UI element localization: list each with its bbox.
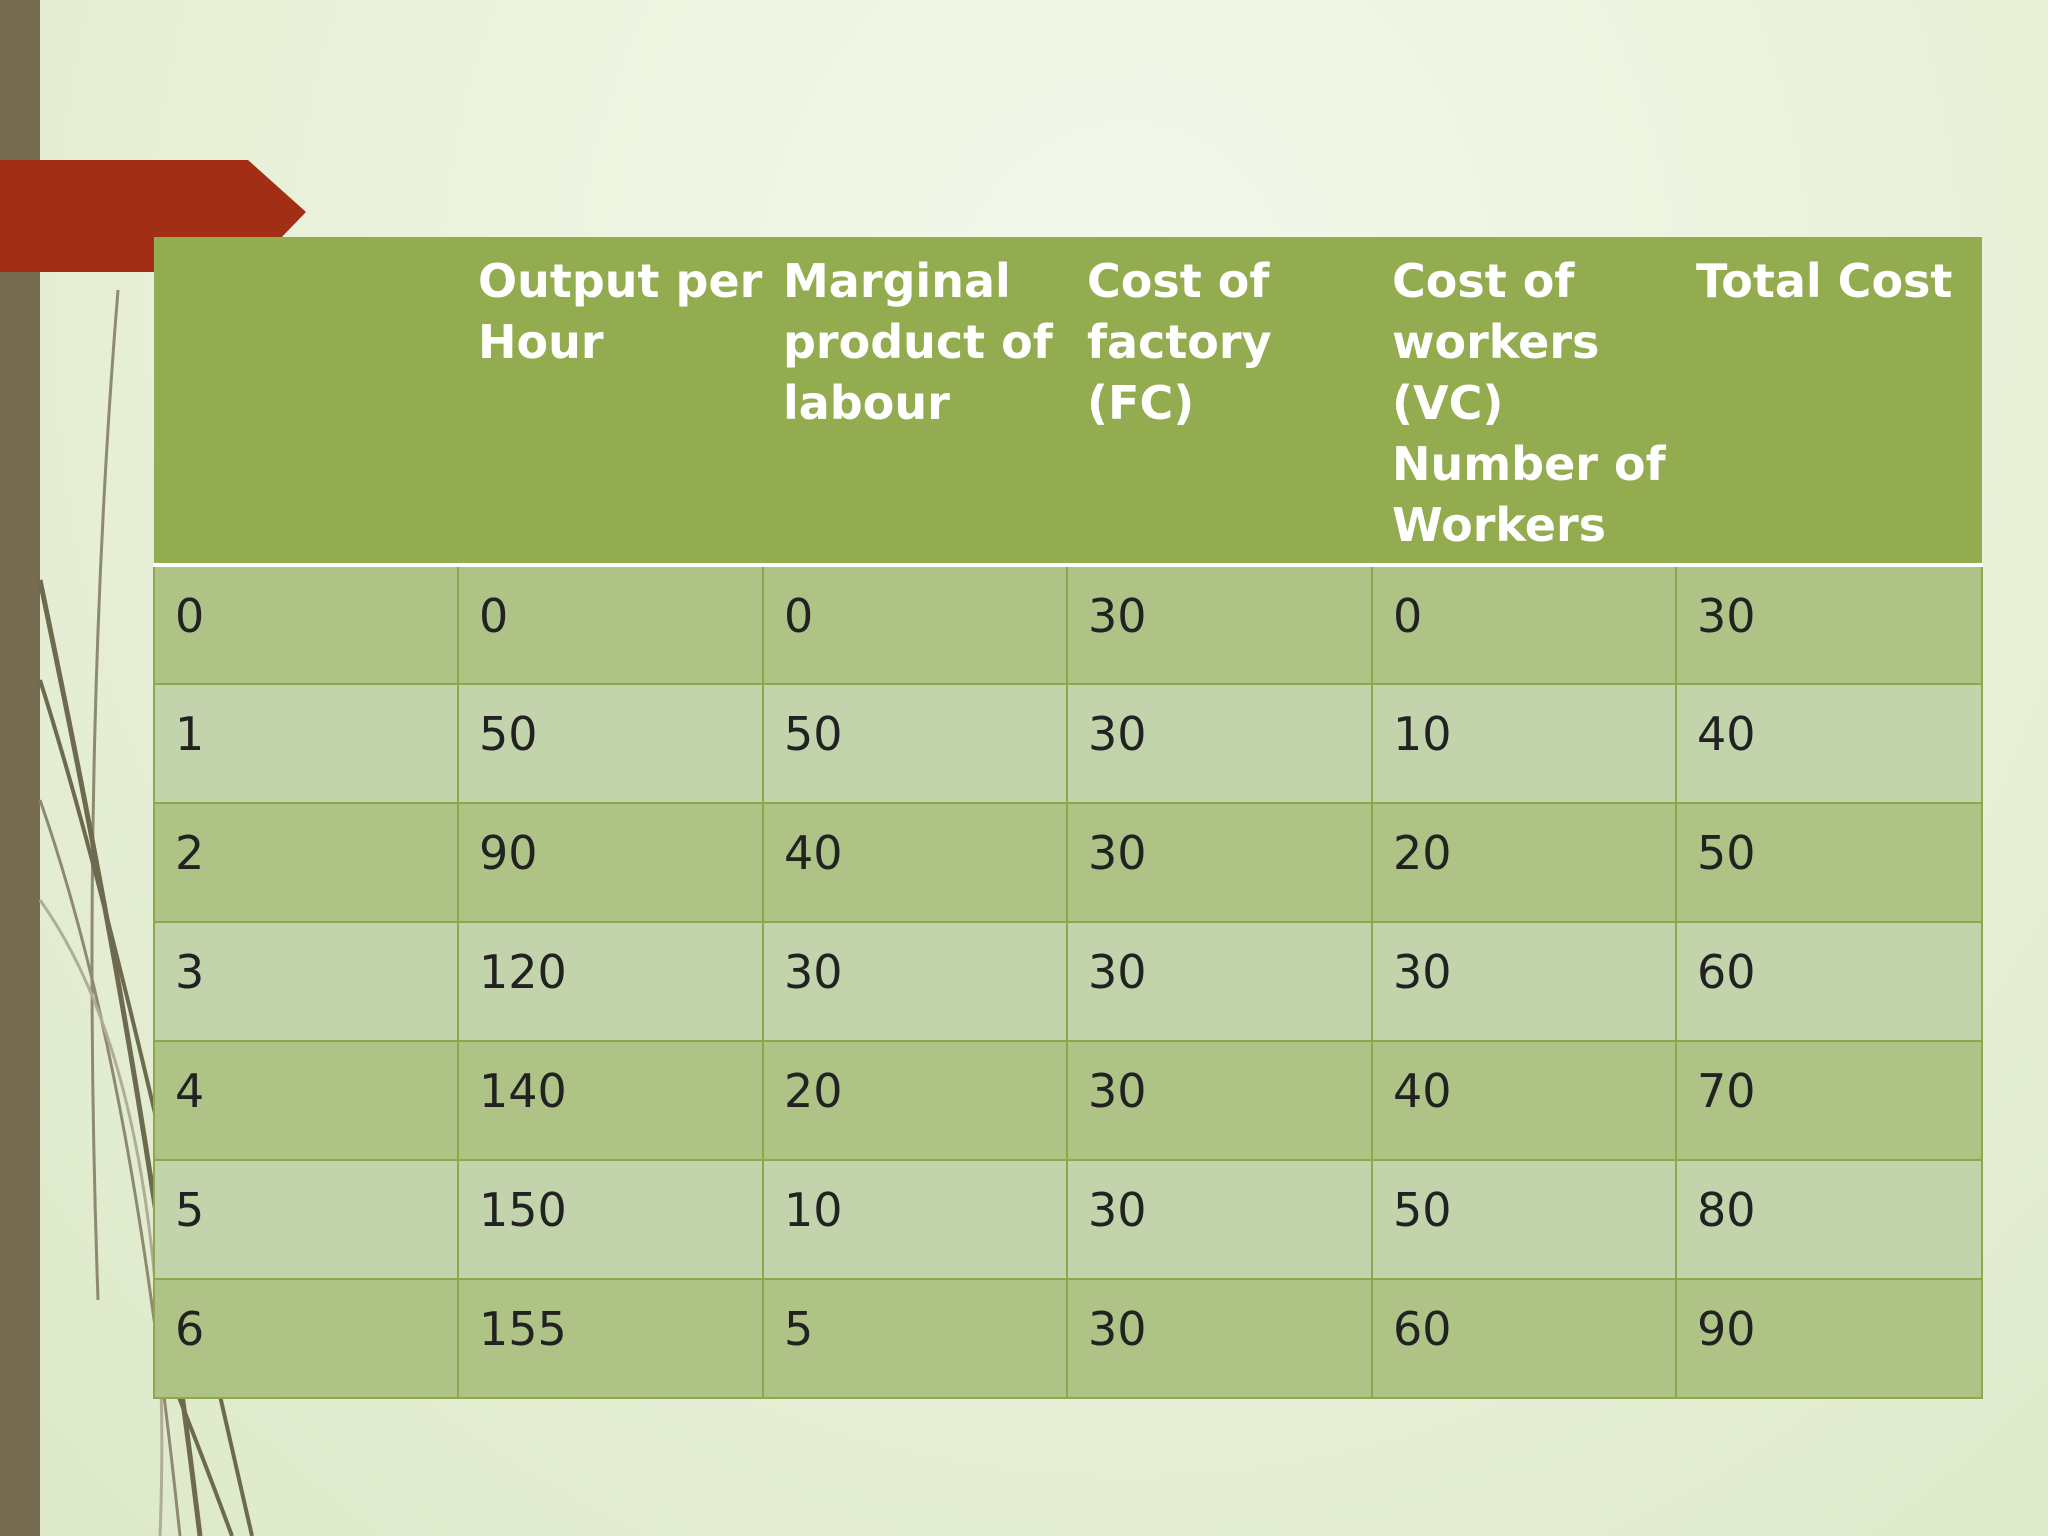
table-cell: 0	[153, 565, 459, 685]
table-cell: 50	[1676, 803, 1983, 923]
table-row: 2 90 40 30 20 50	[153, 803, 1983, 923]
table-cell: 5	[763, 1279, 1068, 1399]
table-cell: 50	[1372, 1160, 1677, 1280]
table-cell: 150	[458, 1160, 764, 1280]
table-cell: 30	[763, 922, 1068, 1042]
header-workers	[154, 237, 458, 567]
table-cell: 20	[1372, 803, 1677, 923]
table-cell: 30	[1676, 565, 1983, 685]
table-cell: 0	[1372, 565, 1677, 685]
table-row: 3 120 30 30 30 60	[153, 922, 1983, 1042]
table-cell: 30	[1067, 565, 1373, 685]
table-cell: 30	[1067, 803, 1373, 923]
table-row: 1 50 50 30 10 40	[153, 684, 1983, 804]
table-cell: 0	[763, 565, 1068, 685]
table-cell: 40	[1372, 1041, 1677, 1161]
table-cell: 30	[1067, 922, 1373, 1042]
table-cell: 120	[458, 922, 764, 1042]
table-cell: 90	[1676, 1279, 1983, 1399]
table-cell: 80	[1676, 1160, 1983, 1280]
table-cell: 60	[1372, 1279, 1677, 1399]
table-cell: 40	[1676, 684, 1983, 804]
header-output-per-hour: Output per Hour	[458, 237, 763, 567]
table-header-row: Output per Hour Marginal product of labo…	[154, 237, 1982, 567]
table-row: 4 140 20 30 40 70	[153, 1041, 1983, 1161]
table-cell: 30	[1067, 1160, 1373, 1280]
table-cell: 10	[1372, 684, 1677, 804]
table-cell: 60	[1676, 922, 1983, 1042]
table-cell: 140	[458, 1041, 764, 1161]
header-variable-cost: Cost of workers (VC) Number of Workers	[1372, 237, 1676, 567]
table-cell: 40	[763, 803, 1068, 923]
table-cell: 50	[458, 684, 764, 804]
table-cell: 30	[1372, 922, 1677, 1042]
table-cell: 2	[153, 803, 459, 923]
cost-table: Output per Hour Marginal product of labo…	[153, 237, 1983, 1399]
table-cell: 30	[1067, 684, 1373, 804]
header-marginal-product: Marginal product of labour	[763, 237, 1067, 567]
table-cell: 5	[153, 1160, 459, 1280]
table-row: 5 150 10 30 50 80	[153, 1160, 1983, 1280]
table-cell: 30	[1067, 1041, 1373, 1161]
table-cell: 4	[153, 1041, 459, 1161]
table-cell: 70	[1676, 1041, 1983, 1161]
table-cell: 0	[458, 565, 764, 685]
header-total-cost: Total Cost	[1676, 237, 1982, 567]
header-fixed-cost: Cost of factory (FC)	[1067, 237, 1372, 567]
table-cell: 10	[763, 1160, 1068, 1280]
table-cell: 3	[153, 922, 459, 1042]
table-row: 0 0 0 30 0 30	[153, 565, 1983, 685]
table-cell: 6	[153, 1279, 459, 1399]
table-cell: 155	[458, 1279, 764, 1399]
table-cell: 20	[763, 1041, 1068, 1161]
table-cell: 90	[458, 803, 764, 923]
table-cell: 1	[153, 684, 459, 804]
table-cell: 30	[1067, 1279, 1373, 1399]
table-cell: 50	[763, 684, 1068, 804]
table-row: 6 155 5 30 60 90	[153, 1279, 1983, 1399]
